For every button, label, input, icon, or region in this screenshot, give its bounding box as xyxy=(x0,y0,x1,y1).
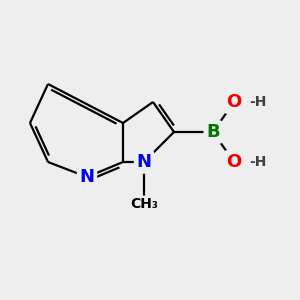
Text: B: B xyxy=(206,123,220,141)
Text: N: N xyxy=(136,153,152,171)
Text: -H: -H xyxy=(249,95,266,109)
Text: CH₃: CH₃ xyxy=(130,197,158,211)
Text: O: O xyxy=(226,153,242,171)
Text: O: O xyxy=(226,93,242,111)
Text: -H: -H xyxy=(249,155,266,169)
Text: N: N xyxy=(80,168,94,186)
